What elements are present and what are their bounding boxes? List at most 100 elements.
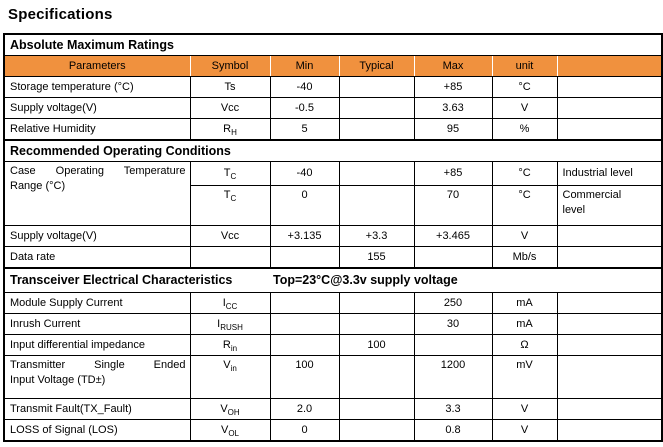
table-row: Supply voltage(V) Vcc +3.135 +3.3 +3.465… bbox=[3, 225, 663, 247]
note-cell bbox=[556, 398, 663, 420]
max-cell: 3.63 bbox=[413, 97, 493, 119]
min-cell bbox=[269, 292, 340, 314]
typical-cell: 100 bbox=[338, 334, 415, 356]
min-cell: 0 bbox=[269, 185, 340, 226]
max-cell: 250 bbox=[413, 292, 493, 314]
unit-cell: °C bbox=[491, 161, 558, 186]
note-cell bbox=[556, 246, 663, 269]
symbol-cell: VOL bbox=[189, 419, 271, 442]
typical-cell bbox=[338, 185, 415, 226]
param-cell: Storage temperature (°C) bbox=[3, 76, 191, 98]
max-cell: +85 bbox=[413, 76, 493, 98]
section-title: Absolute Maximum Ratings bbox=[10, 37, 174, 52]
table-row: Case Operating Temperature Range (°C) TC… bbox=[3, 161, 663, 226]
max-cell: 70 bbox=[413, 185, 493, 226]
max-cell bbox=[413, 334, 493, 356]
max-cell bbox=[413, 246, 493, 269]
section-note: Top=23°C@3.3v supply voltage bbox=[273, 273, 458, 287]
param-cell: LOSS of Signal (LOS) bbox=[3, 419, 191, 442]
min-cell: 5 bbox=[269, 118, 340, 141]
unit-cell: Mb/s bbox=[491, 246, 558, 269]
note-cell bbox=[556, 225, 663, 247]
section-title-cell: Transceiver Electrical Characteristics To… bbox=[3, 267, 663, 293]
param-cell: Input differential impedance bbox=[3, 334, 191, 356]
max-cell: 30 bbox=[413, 313, 493, 335]
param-cell: Supply voltage(V) bbox=[3, 97, 191, 119]
min-cell bbox=[269, 246, 340, 269]
symbol-cell: IRUSH bbox=[189, 313, 271, 335]
column-header-parameters: Parameters bbox=[3, 55, 191, 77]
max-cell: +85 bbox=[413, 161, 493, 186]
unit-cell: V bbox=[491, 225, 558, 247]
unit-cell: °C bbox=[491, 185, 558, 226]
typical-cell bbox=[338, 76, 415, 98]
section-title-cell: Recommended Operating Conditions bbox=[3, 139, 663, 162]
specifications-table: Absolute Maximum Ratings Parameters Symb… bbox=[3, 33, 663, 442]
param-cell: Relative Humidity bbox=[3, 118, 191, 141]
column-header-row: Parameters Symbol Min Typical Max unit bbox=[3, 55, 663, 77]
max-cell: 95 bbox=[413, 118, 493, 141]
max-cell: 1200 bbox=[413, 355, 493, 399]
min-cell: -0.5 bbox=[269, 97, 340, 119]
unit-cell: mA bbox=[491, 292, 558, 314]
table-row: Supply voltage(V) Vcc -0.5 3.63 V bbox=[3, 97, 663, 119]
table-row: Transmit Fault(TX_Fault) VOH 2.0 3.3 V bbox=[3, 398, 663, 420]
note-cell bbox=[556, 355, 663, 399]
section-title-cell: Absolute Maximum Ratings bbox=[3, 33, 663, 56]
column-header-max: Max bbox=[413, 55, 493, 77]
min-cell bbox=[269, 313, 340, 335]
min-cell: 2.0 bbox=[269, 398, 340, 420]
unit-cell: mV bbox=[491, 355, 558, 399]
section-title: Recommended Operating Conditions bbox=[10, 143, 231, 158]
table-row: Input differential impedance Rin 100 Ω bbox=[3, 334, 663, 356]
page-title: Specifications bbox=[8, 6, 113, 23]
unit-cell: Ω bbox=[491, 334, 558, 356]
column-header-blank bbox=[556, 55, 663, 77]
column-header-unit: unit bbox=[491, 55, 558, 77]
min-cell: -40 bbox=[269, 76, 340, 98]
typical-cell bbox=[338, 398, 415, 420]
min-cell: 100 bbox=[269, 355, 340, 399]
typical-cell: +3.3 bbox=[338, 225, 415, 247]
symbol-cell bbox=[189, 246, 271, 269]
symbol-cell: Vcc bbox=[189, 97, 271, 119]
param-cell: Transmit Fault(TX_Fault) bbox=[3, 398, 191, 420]
unit-cell: % bbox=[491, 118, 558, 141]
typical-cell bbox=[338, 161, 415, 186]
typical-cell: 155 bbox=[338, 246, 415, 269]
note-cell: Commercial level bbox=[556, 185, 663, 226]
symbol-cell: TC bbox=[189, 185, 271, 226]
min-cell: -40 bbox=[269, 161, 340, 186]
note-cell bbox=[556, 419, 663, 442]
note-cell bbox=[556, 118, 663, 141]
unit-cell: V bbox=[491, 398, 558, 420]
param-cell: Supply voltage(V) bbox=[3, 225, 191, 247]
table-row: LOSS of Signal (LOS) VOL 0 0.8 V bbox=[3, 419, 663, 442]
param-cell: Inrush Current bbox=[3, 313, 191, 335]
note-cell: Industrial level bbox=[556, 161, 663, 186]
table-row: Storage temperature (°C) Ts -40 +85 °C bbox=[3, 76, 663, 98]
min-cell: 0 bbox=[269, 419, 340, 442]
unit-cell: °C bbox=[491, 76, 558, 98]
unit-cell: V bbox=[491, 97, 558, 119]
typical-cell bbox=[338, 313, 415, 335]
section-row-recommended-operating-conditions: Recommended Operating Conditions bbox=[3, 139, 663, 162]
note-cell bbox=[556, 313, 663, 335]
typical-cell bbox=[338, 97, 415, 119]
table-row: Relative Humidity RH 5 95 % bbox=[3, 118, 663, 141]
symbol-cell: Vin bbox=[189, 355, 271, 399]
note-cell bbox=[556, 334, 663, 356]
param-cell: Case Operating Temperature Range (°C) bbox=[3, 161, 191, 226]
typical-cell bbox=[338, 292, 415, 314]
section-title: Transceiver Electrical Characteristics bbox=[10, 273, 233, 287]
symbol-cell: VOH bbox=[189, 398, 271, 420]
unit-cell: V bbox=[491, 419, 558, 442]
note-cell bbox=[556, 76, 663, 98]
symbol-cell: Vcc bbox=[189, 225, 271, 247]
note-cell bbox=[556, 97, 663, 119]
param-cell: Data rate bbox=[3, 246, 191, 269]
section-row-absolute-maximum-ratings: Absolute Maximum Ratings bbox=[3, 33, 663, 56]
symbol-cell: TC bbox=[189, 161, 271, 186]
symbol-cell: Ts bbox=[189, 76, 271, 98]
